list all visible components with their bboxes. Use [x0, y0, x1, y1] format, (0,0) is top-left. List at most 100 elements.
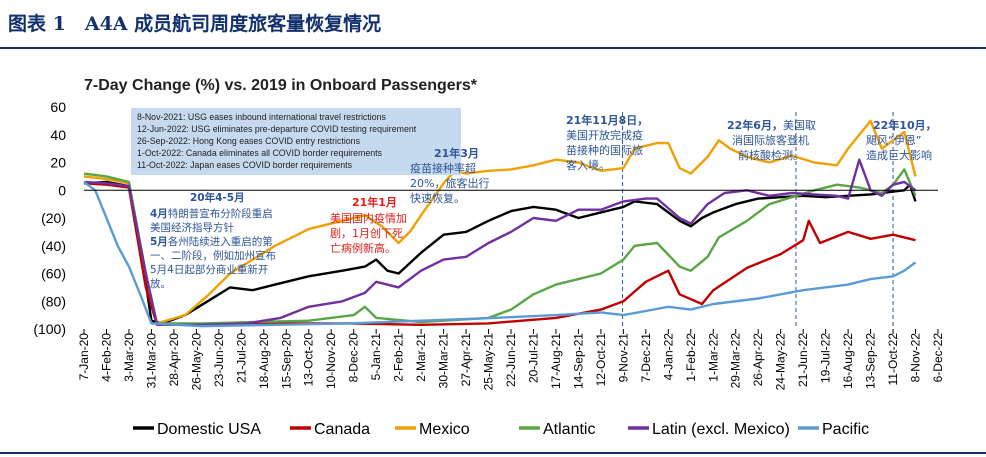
annotation-heading: 22年6月，美国取	[727, 118, 816, 132]
x-tick-label: 9-Nov-21	[616, 333, 630, 383]
figure-caption: 图表 1 A4A 成员航司周度旅客量恢复情况	[8, 13, 382, 35]
x-tick-label: 24-May-22	[774, 333, 788, 391]
x-tick-label: 4-Jan-22	[661, 333, 675, 381]
annotation-mar-2021: 21年3月 疫苗接种率超 20%，旅客出行 快速恢复。	[410, 146, 489, 205]
legend-label: Atlantic	[543, 421, 595, 438]
passenger-recovery-chart: 7-Day Change (%) vs. 2019 in Onboard Pas…	[33, 77, 945, 438]
y-tick-label: (60)	[41, 266, 66, 282]
legend-label: Latin (excl. Mexico)	[652, 421, 790, 438]
x-tick-label: 17-Aug-21	[549, 333, 563, 389]
annotation-heading: 21年11月8日，	[566, 113, 648, 127]
annotation-line: 放。	[150, 277, 171, 290]
legend-label: Domestic USA	[157, 421, 261, 438]
annotation-line: 美国经济指导方针	[150, 221, 234, 234]
x-tick-label: 21-Jun-22	[796, 333, 810, 387]
x-tick-label: 26-May-20	[189, 333, 203, 391]
x-tick-label: 22-Jun-21	[504, 333, 518, 387]
x-tick-label: 14-Sep-21	[571, 333, 585, 389]
y-tick-label: (100)	[33, 321, 66, 337]
annotation-line: 飓风“伊恩”	[866, 134, 921, 147]
y-tick-label: (40)	[41, 238, 66, 254]
y-tick-label: 60	[50, 99, 66, 115]
annotation-line: 美国开放完成疫	[566, 128, 643, 142]
annotation-line: 前核酸检测。	[738, 148, 804, 162]
series-line-latin-excl-mexico	[83, 158, 917, 326]
policy-note: 12-Jun-2022: USG eliminates pre-departur…	[137, 124, 417, 134]
x-tick-label: 21-Jul-20	[234, 333, 248, 383]
x-tick-label: 7-Dec-21	[639, 333, 653, 383]
x-tick-label: 16-Aug-22	[841, 333, 855, 389]
x-tick-label: 8-Dec-20	[347, 333, 361, 383]
legend-label: Mexico	[419, 421, 470, 438]
x-tick-label: 1-Feb-22	[684, 333, 698, 382]
policy-note: 1-Oct-2022: Canada eliminates all COVID …	[137, 148, 383, 158]
annotation-line: 5月各州陆续进入重启的第	[150, 235, 273, 248]
y-tick-label: 20	[50, 155, 66, 171]
annotation-line: 剧，1月创下死	[330, 227, 403, 240]
x-tick-label: 13-Oct-20	[302, 333, 316, 387]
policy-note: 26-Sep-2022: Hong Kong eases COVID entry…	[137, 136, 361, 146]
y-axis: 60 40 20 0 (20) (40) (60) (80) (100)	[33, 99, 66, 337]
x-tick-label: 3-Mar-20	[122, 333, 136, 382]
annotation-may-2020: 20年4-5月 4月特朗普宣布分阶段重启 美国经济指导方针 5月各州陆续进入重启…	[150, 191, 276, 290]
x-tick-label: 28-Apr-20	[167, 333, 181, 387]
annotation-jan-2021: 21年1月 美国国内疫情加 剧，1月创下死 亡病例新高。	[330, 195, 407, 255]
series-line-mexico	[83, 119, 917, 325]
annotation-line: 造成巨大影响	[866, 148, 932, 162]
annotation-jun-2022: 22年6月，美国取 消国际旅客登机 前核酸检测。	[727, 118, 816, 162]
x-tick-label: 19-Jul-22	[819, 333, 833, 383]
annotation-line: 5月4日起部分商业重新开	[150, 263, 268, 276]
x-tick-label: 15-Sep-20	[279, 333, 293, 389]
y-tick-label: (20)	[41, 210, 66, 226]
footer-rule	[0, 452, 986, 454]
series-line-domestic-usa	[83, 180, 917, 325]
policy-note: 8-Nov-2021: USG eases inbound internatio…	[137, 112, 386, 122]
x-tick-label: 29-Mar-22	[729, 333, 743, 389]
annotation-heading: 21年1月	[352, 195, 397, 209]
annotation-line: 苗接种的国际旅	[566, 143, 643, 157]
annotation-heading: 21年3月	[434, 146, 479, 160]
x-tick-label: 6-Dec-22	[931, 333, 945, 383]
x-tick-label: 4-Feb-20	[99, 333, 113, 382]
legend: Domestic USA Canada Mexico Atlantic Latin (e…	[133, 421, 869, 438]
annotation-line: 一、二阶段，例如加州宣布	[150, 249, 276, 262]
x-tick-label: 18-Aug-20	[257, 333, 271, 389]
annotation-heading: 22年10月，	[873, 118, 937, 132]
x-tick-label: 2-Feb-21	[392, 333, 406, 382]
annotation-heading: 20年4-5月	[190, 191, 245, 204]
policy-note: 11-Oct-2022: Japan eases COVID border re…	[137, 160, 353, 170]
series-line-pacific	[83, 180, 917, 328]
caption-rule	[0, 47, 986, 49]
x-tick-label: 25-May-21	[482, 333, 496, 391]
annotation-nov-2021: 21年11月8日， 美国开放完成疫 苗接种的国际旅 客入境。	[566, 113, 648, 172]
annotation-line: 20%，旅客出行	[410, 176, 489, 190]
reference-lines	[622, 112, 894, 329]
x-tick-label: 13-Sep-22	[864, 333, 878, 389]
x-tick-label: 26-Apr-22	[751, 333, 765, 387]
x-tick-label: 30-Mar-21	[437, 333, 451, 389]
x-tick-label: 5-Jan-21	[369, 333, 383, 381]
annotation-line: 消国际旅客登机	[732, 133, 809, 147]
x-tick-label: 12-Oct-21	[594, 333, 608, 387]
x-tick-label: 7-Jan-20	[77, 333, 91, 381]
x-tick-label: 31-Mar-20	[144, 333, 158, 389]
x-tick-label: 20-Jul-21	[526, 333, 540, 383]
annotation-line: 亡病例新高。	[330, 241, 396, 255]
annotation-oct-2022: 22年10月， 飓风“伊恩” 造成巨大影响	[866, 118, 937, 162]
legend-label: Canada	[314, 421, 370, 438]
policy-notes-background	[131, 108, 461, 175]
annotation-line: 4月特朗普宣布分阶段重启	[150, 207, 273, 220]
x-tick-label: 11-Oct-22	[886, 333, 900, 386]
annotation-line: 美国国内疫情加	[330, 211, 407, 225]
y-tick-label: (80)	[41, 293, 66, 309]
x-tick-label: 2-Mar-21	[414, 333, 428, 382]
annotation-line: 客入境。	[566, 158, 610, 172]
x-axis: 7-Jan-20 4-Feb-20 3-Mar-20 31-Mar-20 28-Apr-…	[77, 189, 945, 391]
x-tick-label: 23-Jun-20	[212, 333, 226, 387]
chart-title: 7-Day Change (%) vs. 2019 in Onboard Pas…	[84, 77, 478, 94]
x-tick-label: 1-Mar-22	[706, 333, 720, 382]
y-tick-label: 40	[50, 127, 66, 143]
annotation-line: 快速恢复。	[410, 191, 465, 205]
series-layer	[83, 119, 917, 328]
x-tick-label: 10-Nov-20	[324, 333, 338, 389]
